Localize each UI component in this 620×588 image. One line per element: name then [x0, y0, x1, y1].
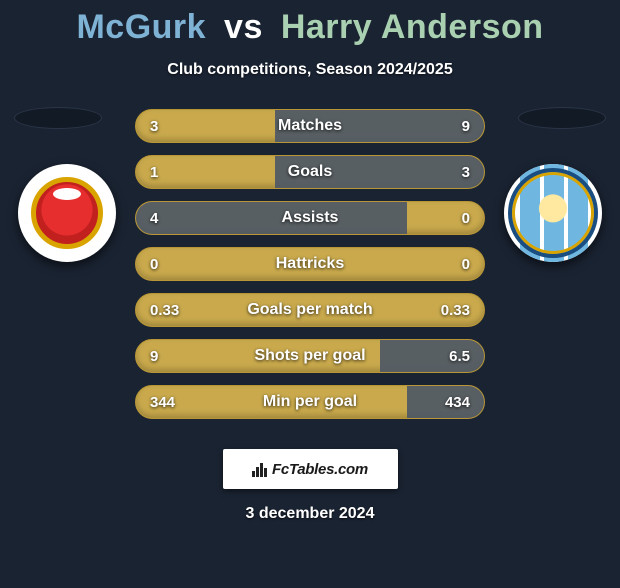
stat-label: Matches — [278, 117, 342, 135]
stat-value-right: 0 — [462, 256, 470, 273]
stat-row: 0 Hattricks 0 — [135, 247, 485, 281]
stat-value-right: 434 — [445, 394, 470, 411]
comparison-title: McGurk vs Harry Anderson — [0, 8, 620, 47]
stat-value-left: 344 — [150, 394, 175, 411]
crest-left — [18, 164, 116, 262]
stat-value-right: 0 — [462, 210, 470, 227]
stat-value-right: 3 — [462, 164, 470, 181]
stat-row: 3 Matches 9 — [135, 109, 485, 143]
stat-label: Goals per match — [247, 301, 372, 319]
stat-value-left: 3 — [150, 118, 158, 135]
stat-fill-left — [136, 202, 407, 234]
stat-label: Shots per goal — [254, 347, 365, 365]
stat-label: Goals — [288, 163, 332, 181]
stat-label: Min per goal — [263, 393, 357, 411]
crest-left-inner — [31, 177, 103, 249]
player2-name: Harry Anderson — [281, 8, 544, 46]
date-text: 3 december 2024 — [0, 505, 620, 523]
stat-row: 9 Shots per goal 6.5 — [135, 339, 485, 373]
crest-right — [504, 164, 602, 262]
stat-value-right: 6.5 — [449, 348, 470, 365]
crest-right-wings — [530, 190, 576, 236]
stat-label: Hattricks — [276, 255, 344, 273]
club-badge-right — [504, 164, 602, 262]
bar-chart-icon — [252, 461, 268, 477]
comparison-content: 3 Matches 9 1 Goals 3 4 Assists 0 0 Hattricks 0 0.33… — [0, 109, 620, 419]
stat-row: 0.33 Goals per match 0.33 — [135, 293, 485, 327]
subtitle: Club competitions, Season 2024/2025 — [0, 61, 620, 79]
stat-row: 344 Min per goal 434 — [135, 385, 485, 419]
vs-text: vs — [224, 8, 263, 46]
logo-text: FcTables.com — [272, 461, 368, 478]
stat-value-left: 1 — [150, 164, 158, 181]
stat-value-left: 0 — [150, 256, 158, 273]
stat-value-right: 9 — [462, 118, 470, 135]
stat-bars: 3 Matches 9 1 Goals 3 4 Assists 0 0 Hattricks 0 0.33… — [135, 109, 485, 419]
shadow-left — [14, 107, 102, 129]
player1-name: McGurk — [76, 8, 206, 46]
stat-value-right: 0.33 — [441, 302, 470, 319]
club-badge-left — [18, 164, 116, 262]
stat-row: 1 Goals 3 — [135, 155, 485, 189]
shadow-right — [518, 107, 606, 129]
stat-value-left: 0.33 — [150, 302, 179, 319]
stat-row: 4 Assists 0 — [135, 201, 485, 235]
source-logo: FcTables.com — [223, 449, 398, 489]
stat-label: Assists — [282, 209, 339, 227]
stat-value-left: 9 — [150, 348, 158, 365]
stat-value-left: 4 — [150, 210, 158, 227]
